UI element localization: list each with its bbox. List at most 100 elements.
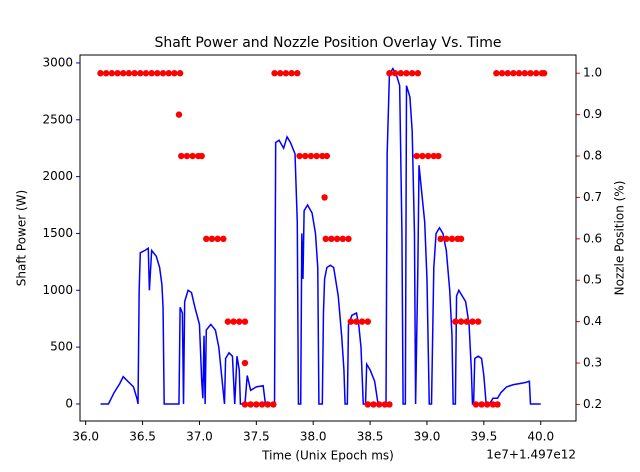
nozzle-point: [408, 70, 416, 77]
nozzle-point: [333, 235, 341, 243]
nozzle-point: [532, 70, 540, 77]
x-axis-label: Time (Unix Epoch ms): [261, 449, 394, 463]
nozzle-point: [498, 70, 506, 77]
nozzle-point: [294, 70, 301, 77]
y2-tick-label: 0.9: [583, 107, 602, 121]
nozzle-point: [493, 70, 500, 77]
nozzle-point: [391, 70, 399, 77]
nozzle-point: [386, 401, 393, 408]
y2-tick-label: 0.6: [583, 231, 602, 245]
nozzle-point: [165, 70, 172, 77]
nozzle-point: [258, 401, 266, 408]
y-tick-label: 1500: [42, 226, 73, 240]
nozzle-point: [296, 152, 303, 160]
x-tick-label: 40.0: [527, 430, 554, 444]
nozzle-point: [540, 70, 548, 77]
nozzle-point: [208, 235, 216, 243]
nozzle-point: [114, 70, 121, 77]
nozzle-point: [236, 318, 243, 325]
nozzle-point: [339, 235, 346, 243]
nozzle-point: [154, 70, 161, 77]
x-tick-label: 38.5: [357, 430, 384, 444]
nozzle-point: [413, 152, 420, 160]
nozzle-point: [247, 401, 254, 408]
y-tick-label: 0: [65, 396, 73, 410]
y-tick-label: 1000: [42, 283, 73, 297]
nozzle-point: [424, 152, 432, 160]
y-tick-label: 500: [50, 340, 73, 354]
nozzle-point: [463, 318, 470, 325]
x-tick-label: 37.5: [243, 430, 270, 444]
nozzle-point: [230, 318, 237, 325]
nozzle-point: [148, 70, 155, 77]
nozzle-point: [381, 401, 389, 408]
nozzle-point: [504, 70, 511, 77]
nozzle-point: [131, 70, 138, 77]
nozzle-point: [521, 70, 529, 77]
nozzle-point: [302, 152, 309, 160]
nozzle-point: [214, 235, 221, 243]
nozzle-point: [108, 70, 116, 77]
nozzle-point: [102, 70, 110, 77]
nozzle-point: [345, 235, 352, 243]
x-tick-label: 38.0: [300, 430, 327, 444]
y-tick-label: 3000: [42, 55, 73, 69]
nozzle-point: [241, 401, 249, 408]
x-tick-label: 39.5: [470, 430, 497, 444]
nozzle-point: [120, 70, 127, 77]
nozzle-point: [142, 70, 150, 77]
nozzle-point: [271, 70, 278, 77]
nozzle-point: [220, 235, 227, 243]
nozzle-point: [203, 235, 210, 243]
nozzle-point: [97, 70, 104, 77]
nozzle-point: [125, 70, 133, 77]
plot-frame: [79, 54, 577, 422]
y-axis-label: Shaft Power (W): [15, 190, 29, 286]
y2-tick-label: 0.8: [583, 149, 602, 163]
nozzle-point: [370, 401, 377, 408]
y2-tick-label: 1.0: [583, 66, 602, 80]
y2-tick-label: 0.3: [583, 356, 602, 370]
nozzle-point: [282, 70, 290, 77]
y-tick-label: 2500: [42, 112, 73, 126]
nozzle-point: [328, 235, 335, 243]
nozzle-point: [313, 152, 320, 160]
y2-tick-label: 0.2: [583, 397, 602, 411]
nozzle-point: [264, 401, 271, 408]
nozzle-point: [288, 70, 295, 77]
chart-title: Shaft Power and Nozzle Position Overlay …: [154, 35, 501, 51]
x-tick-label: 36.5: [129, 430, 156, 444]
nozzle-point: [347, 318, 354, 325]
y2-tick-label: 0.7: [583, 190, 602, 204]
nozzle-point: [183, 152, 191, 160]
x-tick-label: 36.0: [72, 430, 99, 444]
nozzle-point: [527, 70, 534, 77]
nozzle-point: [448, 235, 456, 243]
nozzle-point: [241, 359, 249, 367]
nozzle-point: [430, 152, 437, 160]
nozzle-point: [489, 401, 497, 408]
nozzle-point: [469, 318, 476, 325]
nozzle-point: [452, 318, 459, 325]
nozzle-point: [189, 152, 196, 160]
nozzle-point: [241, 318, 249, 325]
nozzle-point: [443, 235, 450, 243]
nozzle-point: [484, 401, 491, 408]
y2-tick-label: 0.4: [583, 314, 602, 328]
nozzle-point: [419, 152, 426, 160]
nozzle-point: [515, 70, 523, 77]
nozzle-point: [319, 152, 326, 160]
nozzle-point: [457, 318, 465, 325]
nozzle-point: [159, 70, 167, 77]
nozzle-point: [364, 401, 372, 408]
nozzle-point: [277, 70, 284, 77]
nozzle-point: [375, 401, 383, 408]
y2-axis-label: Nozzle Position (%): [613, 181, 627, 296]
y2-tick-label: 0.5: [583, 273, 602, 287]
nozzle-point: [478, 401, 485, 408]
nozzle-point: [353, 318, 360, 325]
nozzle-point: [472, 401, 480, 408]
x-tick-label: 39.0: [414, 430, 441, 444]
